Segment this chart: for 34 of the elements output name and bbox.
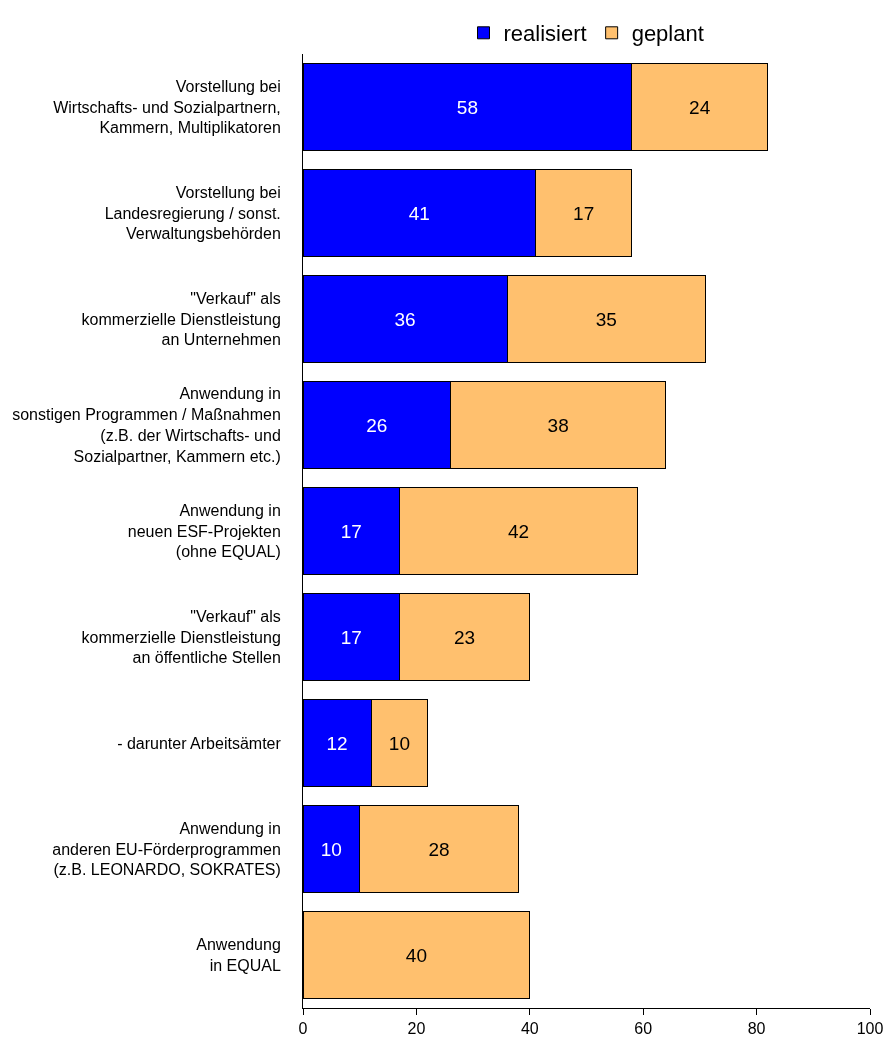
data-label: 24 <box>689 96 711 118</box>
y-tick-label: Anwendung in anderen EU-Förderprogrammen (z.B. LEONARDO, SOKRATES) <box>52 819 281 879</box>
data-label: 26 <box>366 414 388 436</box>
y-tick-label: Vorstellung bei Landesregierung / sonst. Verwaltungsbehörden <box>104 183 281 243</box>
data-label: 41 <box>408 202 430 224</box>
data-label: 23 <box>454 626 476 648</box>
x-tick-label: 100 <box>856 1020 884 1038</box>
x-tick-label: 80 <box>747 1020 766 1038</box>
data-label: 17 <box>340 520 362 542</box>
y-tick-label: Anwendung in sonstigen Programmen / Maßnahmen (z.B. der Wirtschafts- und Sozialpartner, Kammern etc.) <box>12 385 281 465</box>
data-label: 10 <box>320 838 342 860</box>
data-label: 28 <box>428 838 450 860</box>
data-label: 36 <box>394 308 416 330</box>
data-label: 40 <box>405 944 427 966</box>
x-tick-label: 60 <box>634 1020 653 1038</box>
data-label: 42 <box>507 520 530 542</box>
y-tick-label: - darunter Arbeitsämter <box>117 734 282 752</box>
y-tick-label: Vorstellung bei Wirtschafts- und Sozialpartnern, Kammern, Multiplikatoren <box>53 77 281 137</box>
x-tick-label: 0 <box>298 1020 308 1038</box>
x-tick-label: 40 <box>520 1020 539 1038</box>
y-tick-label: Anwendung in EQUAL <box>196 936 281 974</box>
data-label: 10 <box>388 732 410 754</box>
data-label: 58 <box>456 96 478 118</box>
data-label: 35 <box>595 308 617 330</box>
x-tick-label: 20 <box>407 1020 426 1038</box>
legend-label: realisiert <box>503 21 587 47</box>
data-label: 17 <box>340 626 362 648</box>
y-tick-label: "Verkauf" als kommerzielle Dienstleistung an öffentliche Stellen <box>81 607 281 667</box>
y-tick-label: Anwendung in neuen ESF-Projekten (ohne EQUAL) <box>127 501 281 561</box>
legend-label: geplant <box>631 21 704 47</box>
data-label: 12 <box>326 732 348 754</box>
data-label: 38 <box>547 414 569 436</box>
data-label: 17 <box>573 202 595 224</box>
y-tick-label: "Verkauf" als kommerzielle Dienstleistung an Unternehmen <box>81 289 281 349</box>
